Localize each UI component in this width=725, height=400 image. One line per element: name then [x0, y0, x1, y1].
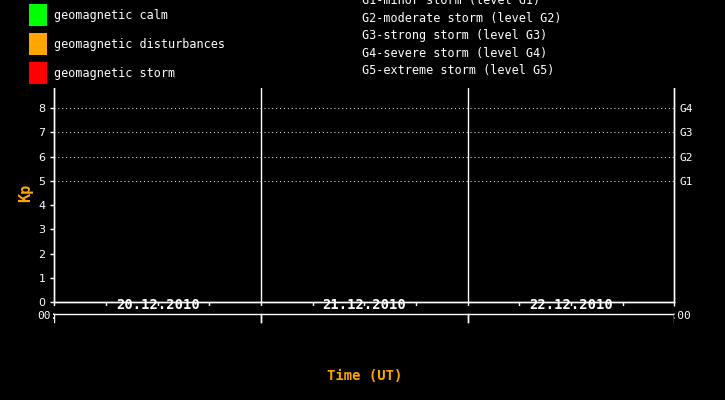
Text: G4-severe storm (level G4): G4-severe storm (level G4)	[362, 47, 548, 60]
Text: 22.12.2010: 22.12.2010	[529, 298, 613, 312]
Text: geomagnetic calm: geomagnetic calm	[54, 9, 168, 22]
Text: geomagnetic storm: geomagnetic storm	[54, 67, 175, 80]
Text: 20.12.2010: 20.12.2010	[116, 298, 199, 312]
Text: G2-moderate storm (level G2): G2-moderate storm (level G2)	[362, 12, 562, 25]
Text: G5-extreme storm (level G5): G5-extreme storm (level G5)	[362, 64, 555, 78]
Bar	[29, 62, 47, 84]
Text: G3-strong storm (level G3): G3-strong storm (level G3)	[362, 29, 548, 42]
Bar	[29, 34, 47, 56]
Text: geomagnetic disturbances: geomagnetic disturbances	[54, 38, 225, 51]
Y-axis label: Kp: Kp	[17, 184, 33, 202]
Text: G1-minor storm (level G1): G1-minor storm (level G1)	[362, 0, 541, 7]
Bar	[29, 4, 47, 26]
Text: Time (UT): Time (UT)	[327, 369, 402, 383]
Text: 21.12.2010: 21.12.2010	[323, 298, 406, 312]
